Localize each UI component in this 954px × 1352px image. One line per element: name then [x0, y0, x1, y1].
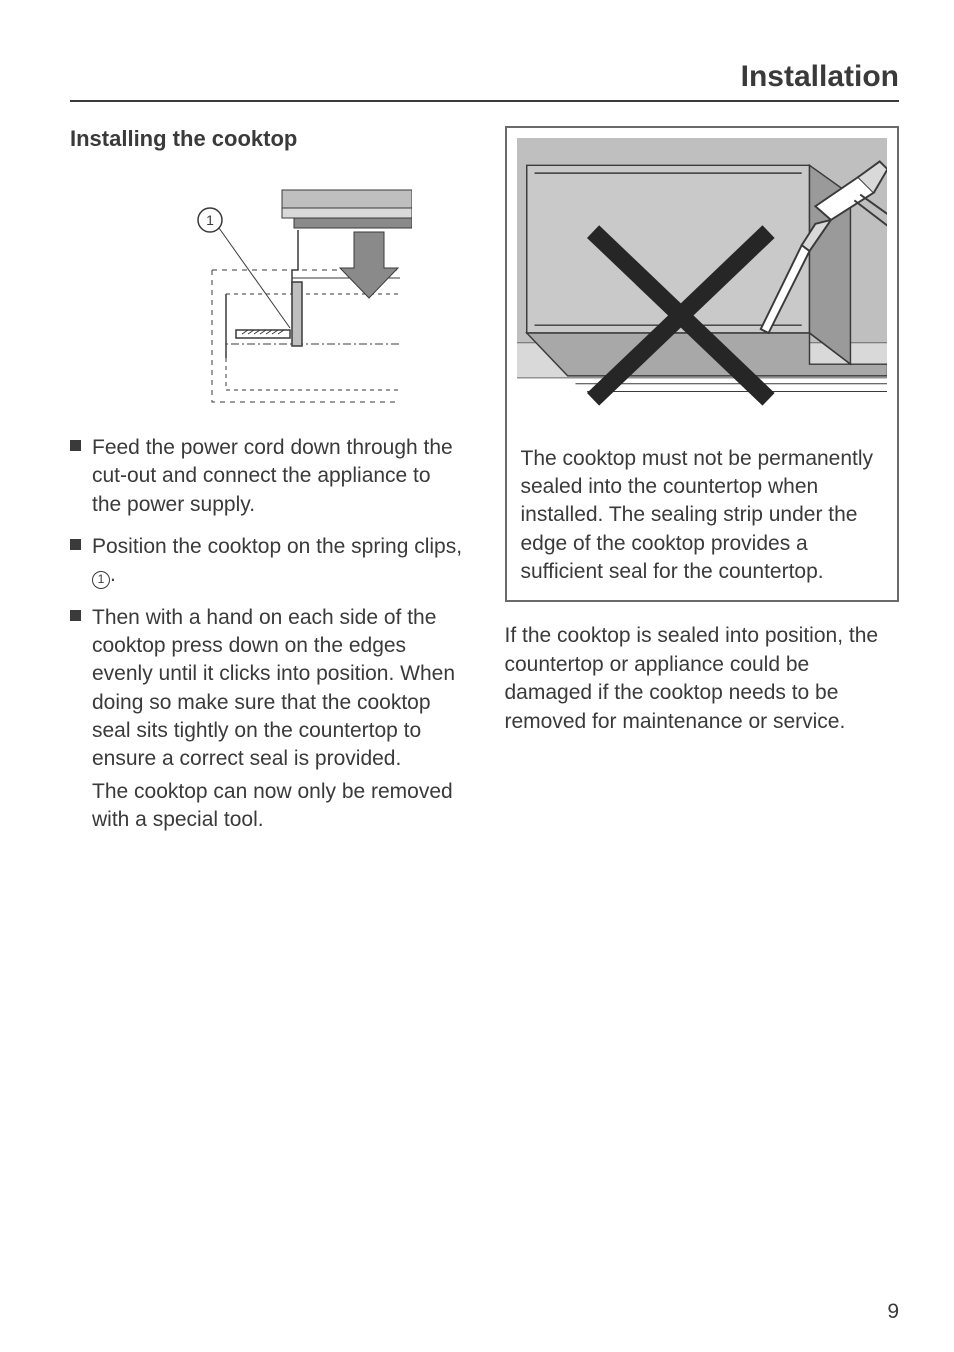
instruction-text: Position the cooktop on the spring clips… — [92, 535, 462, 558]
circled-number-icon: 1 — [92, 571, 110, 589]
section-heading: Installing the cooktop — [70, 126, 465, 152]
instruction-text: Then with a hand on each side of the coo… — [92, 606, 455, 771]
figure-cooktop-install: 1 — [122, 170, 412, 410]
warning-notice: The cooktop must not be permanently seal… — [505, 126, 900, 602]
instruction-list: Feed the power cord down through the cut… — [70, 434, 465, 834]
right-column: The cooktop must not be permanently seal… — [505, 126, 900, 848]
figure-callout-1: 1 — [206, 212, 214, 228]
warning-notice-text: The cooktop must not be permanently seal… — [507, 437, 898, 601]
body-paragraph: If the cooktop is sealed into position, … — [505, 622, 900, 735]
instruction-item: Feed the power cord down through the cut… — [70, 434, 465, 519]
two-column-layout: Installing the cooktop — [70, 126, 899, 848]
instruction-item: Then with a hand on each side of the coo… — [70, 604, 465, 835]
instruction-text: Feed the power cord down through the cut… — [92, 436, 453, 516]
instruction-text: The cooktop can now only be removed with… — [92, 780, 453, 831]
left-column: Installing the cooktop — [70, 126, 465, 848]
page-number: 9 — [887, 1300, 899, 1324]
page-title: Installation — [70, 60, 899, 102]
figure-do-not-seal — [507, 128, 898, 437]
instruction-item: Position the cooktop on the spring clips… — [70, 533, 465, 590]
instruction-text: . — [110, 563, 116, 586]
